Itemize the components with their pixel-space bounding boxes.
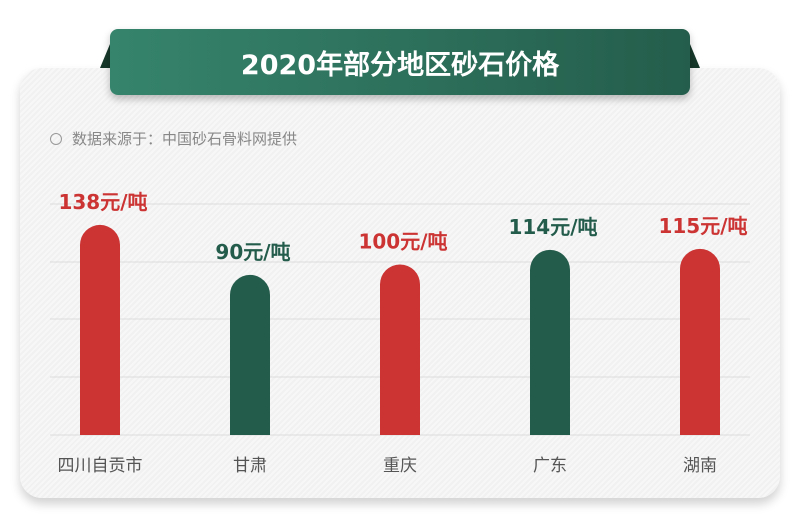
category-label: 广东 xyxy=(533,456,567,476)
data-label: 90元/吨 xyxy=(215,240,290,264)
data-source-text: 数据来源于：中国砂石骨料网提供 xyxy=(72,130,298,148)
category-label: 重庆 xyxy=(383,456,417,476)
category-label: 甘肃 xyxy=(233,456,267,476)
bar xyxy=(680,248,720,435)
data-source: 数据来源于：中国砂石骨料网提供 xyxy=(50,128,297,149)
bar xyxy=(230,274,270,435)
category-label: 湖南 xyxy=(683,456,717,476)
chart-title: 2020年部分地区砂石价格 xyxy=(110,29,690,95)
bar xyxy=(530,249,570,435)
circle-bullet-icon xyxy=(50,132,62,145)
data-label: 115元/吨 xyxy=(658,214,747,238)
category-label: 四川自贡市 xyxy=(58,456,143,476)
data-label: 138元/吨 xyxy=(58,190,147,214)
banner-fold-left xyxy=(100,44,110,68)
banner-fold-right xyxy=(690,44,700,68)
data-label: 100元/吨 xyxy=(358,229,447,253)
data-label: 114元/吨 xyxy=(508,215,597,239)
bar xyxy=(80,224,120,435)
bar xyxy=(380,264,420,435)
